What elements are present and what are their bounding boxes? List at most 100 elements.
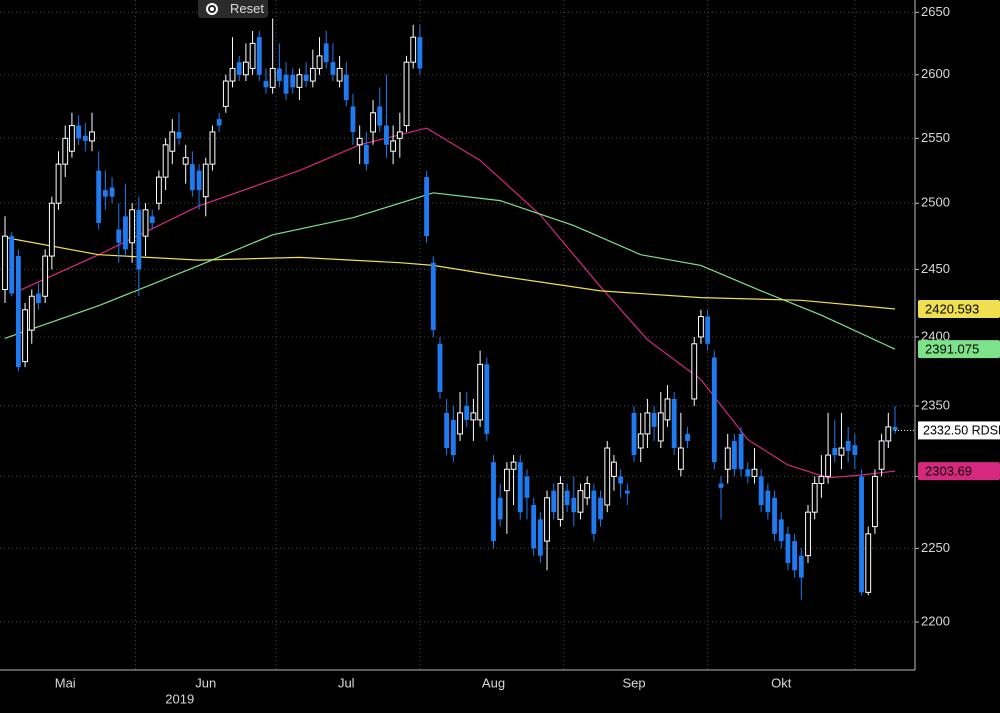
value-box-label: 2420.593 (925, 301, 979, 316)
candle-body (350, 106, 356, 132)
candle-body (544, 497, 550, 542)
y-tick-label: 2400 (921, 328, 950, 343)
year-label: 2019 (165, 691, 194, 706)
candle-body (196, 170, 202, 191)
candle-body (798, 555, 804, 578)
candle-body (296, 74, 303, 88)
y-tick-label: 2200 (921, 613, 950, 628)
candle-body (109, 187, 115, 197)
candle-body (430, 262, 436, 331)
candle-body (202, 163, 209, 198)
candle-body (129, 209, 136, 244)
candle-body (149, 216, 155, 223)
candle-body (377, 106, 383, 126)
candle-body (724, 447, 731, 470)
candle-body (276, 68, 282, 82)
candle-body (9, 236, 15, 294)
candle-body (772, 497, 777, 534)
x-tick-label: Okt (771, 675, 792, 690)
candle-body (36, 293, 41, 304)
candle-body (222, 80, 229, 107)
last-price-box (918, 421, 1000, 440)
value-box-label: 2391.075 (925, 342, 979, 357)
candle-body (116, 229, 122, 243)
candle-body (417, 37, 423, 69)
value-box (918, 462, 1000, 481)
candle-body (792, 541, 798, 571)
candle-body (537, 519, 543, 556)
candle-body (216, 119, 222, 126)
candle-body (290, 74, 296, 88)
candle-body (96, 170, 102, 223)
candle-body (384, 125, 389, 145)
x-tick-label: Aug (482, 675, 505, 690)
candle-body (805, 511, 811, 557)
candle-body (811, 483, 818, 513)
candle-body (618, 476, 624, 484)
candle-body (242, 61, 249, 76)
reset-label[interactable]: Reset (230, 1, 264, 16)
candle-body (283, 74, 289, 94)
last-price-label: 2332.50 RDSB (923, 424, 1000, 438)
candle-body (316, 55, 323, 69)
candle-body (564, 490, 570, 505)
candle-body (303, 74, 309, 82)
candle-body (269, 67, 276, 88)
candle-body (370, 112, 376, 133)
candle-body (76, 125, 82, 139)
candle-body (872, 475, 878, 528)
candle-body (644, 412, 651, 435)
candle-body (464, 405, 470, 420)
y-tick-label: 2550 (921, 130, 950, 145)
candle-body (470, 412, 477, 421)
candle-body (330, 62, 336, 75)
candle-body (69, 125, 75, 152)
candle-body (123, 216, 128, 250)
candle-body (42, 255, 49, 297)
candle-body (457, 412, 463, 435)
y-tick-label: 2250 (921, 540, 950, 555)
candle-body (209, 131, 216, 165)
candle-body (785, 533, 791, 563)
candle-body (309, 67, 316, 82)
candle-body (22, 309, 28, 363)
reset-button[interactable]: Reset (198, 0, 268, 18)
candle-body (363, 144, 369, 165)
candle-body (256, 37, 262, 75)
candle-body (705, 316, 711, 344)
candle-body (551, 490, 557, 513)
x-tick-label: Jul (338, 675, 355, 690)
x-tick-label: Sep (622, 675, 645, 690)
candle-body (531, 504, 537, 549)
candle-body (396, 131, 403, 139)
candle-body (859, 476, 864, 593)
candle-body (577, 490, 584, 513)
candle-body (517, 462, 523, 513)
candle-body (142, 209, 149, 237)
value-box (918, 340, 1000, 359)
candle-body (758, 476, 764, 505)
moving-average-line (4, 192, 896, 350)
candle-body (176, 131, 182, 139)
candle-body (162, 144, 169, 178)
candle-body (852, 445, 858, 456)
candle-body (82, 135, 88, 141)
candle-body (832, 448, 838, 456)
candle-body (424, 177, 429, 237)
candle-body (491, 462, 496, 542)
candle-body (865, 533, 872, 593)
candle-body (450, 419, 456, 456)
y-tick-label: 2500 (921, 195, 950, 210)
candle-body (15, 256, 21, 368)
candle-body (182, 157, 189, 165)
x-tick-label: Jun (195, 675, 216, 690)
candle-body (236, 62, 242, 75)
candle-body (711, 357, 717, 463)
candle-body (477, 363, 484, 421)
candle-body (685, 433, 690, 441)
candle-body (410, 36, 417, 63)
candle-body (825, 454, 831, 477)
candle-body (718, 483, 724, 488)
candle-body (664, 398, 671, 421)
candle-body (510, 461, 517, 470)
